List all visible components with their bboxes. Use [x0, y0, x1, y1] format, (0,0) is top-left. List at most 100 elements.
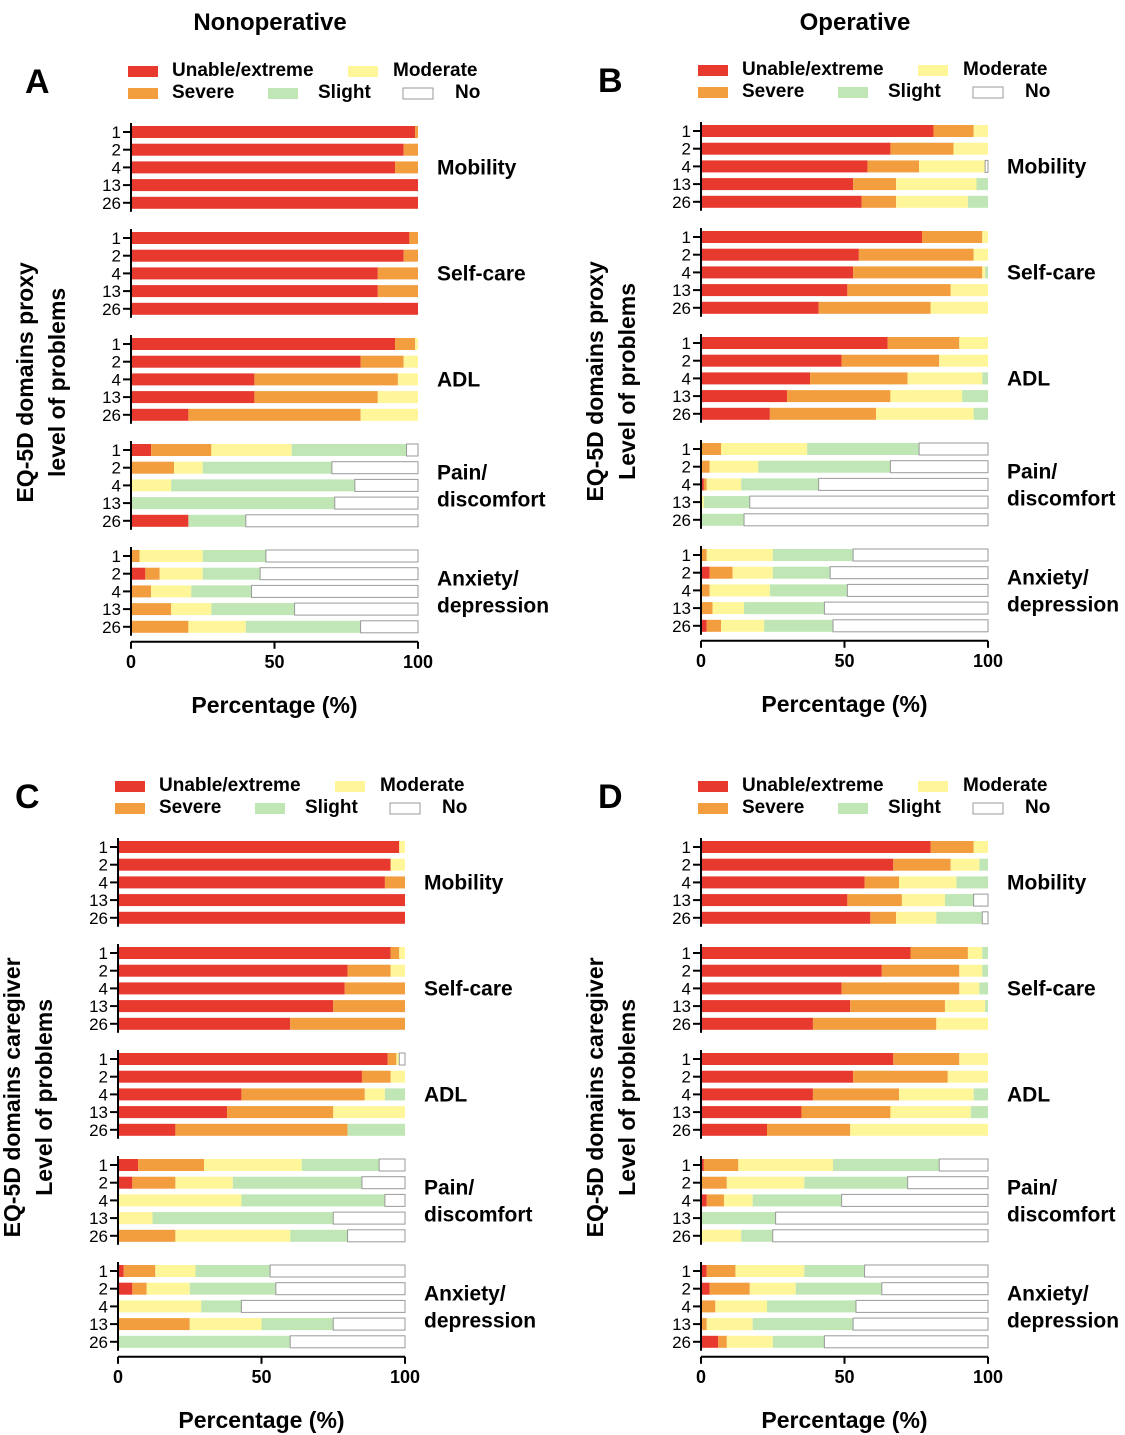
- bar-segment-slight: [804, 1265, 865, 1277]
- panel-letter: B: [598, 62, 623, 100]
- bar-segment-moderate: [706, 549, 773, 561]
- bar-segment-severe: [395, 338, 416, 350]
- y-axis-title: EQ-5D domains caregiver: [0, 957, 25, 1237]
- y-tick-label: 13: [672, 997, 691, 1016]
- legend-item-moderate: Moderate: [918, 775, 1047, 796]
- bar-segment-unable-extreme: [701, 894, 848, 907]
- bar-segment-slight: [752, 1194, 842, 1207]
- legend-swatch: [115, 781, 145, 792]
- bar-row: 4: [682, 263, 988, 282]
- bar-segment-severe: [870, 911, 897, 924]
- legend-item-unable-extreme: Unable/extreme: [698, 59, 884, 80]
- legend-item-moderate: Moderate: [348, 60, 477, 81]
- bar-segment-moderate: [159, 567, 203, 580]
- bar-row: 4: [682, 1297, 989, 1316]
- x-tick-label: 0: [113, 1367, 123, 1387]
- bar-segment-moderate: [415, 338, 418, 350]
- bar-segment-severe: [769, 407, 877, 420]
- y-tick-label: 13: [89, 1315, 108, 1334]
- bar-segment-severe: [131, 461, 175, 474]
- bar-segment-no: [347, 1229, 406, 1243]
- bar-segment-slight: [118, 1335, 291, 1348]
- bar-segment-severe: [847, 284, 951, 297]
- bar-segment-severe: [818, 301, 931, 314]
- y-tick-label: 4: [112, 476, 121, 495]
- bar-segment-unable-extreme: [118, 1106, 228, 1119]
- bar-segment-moderate: [706, 478, 742, 491]
- bar-segment-moderate: [973, 248, 988, 261]
- bar-segment-unable-extreme: [131, 143, 404, 156]
- legend-swatch: [128, 88, 158, 99]
- bar-row: 26: [102, 618, 419, 637]
- bar-row: 13: [102, 176, 418, 195]
- domain-label: Self-care: [424, 977, 513, 1000]
- legend-swatch: [698, 781, 728, 792]
- bar-row: 1: [99, 1050, 406, 1069]
- x-axis-title: Percentage (%): [761, 691, 927, 717]
- y-axis-title: Level of problems: [614, 999, 640, 1196]
- x-tick-label: 50: [264, 652, 284, 672]
- bar-row: 1: [682, 838, 988, 857]
- bar-segment-severe: [767, 1123, 851, 1136]
- y-tick-label: 4: [682, 475, 691, 494]
- bar-segment-severe: [867, 160, 920, 173]
- bar-segment-moderate: [399, 947, 405, 959]
- bar-segment-slight: [772, 1335, 825, 1348]
- bar-segment-slight: [764, 619, 834, 632]
- bar-segment-moderate: [390, 858, 405, 871]
- bar-row: 4: [112, 582, 419, 601]
- bar-segment-moderate: [139, 550, 203, 562]
- bar-row: 1: [112, 441, 419, 460]
- y-tick-label: 26: [102, 300, 121, 319]
- legend-label: Moderate: [393, 60, 477, 81]
- bar-segment-unable-extreme: [131, 391, 255, 404]
- legend-label: No: [442, 797, 467, 818]
- bar-row: 1: [682, 334, 988, 353]
- bar-row: 1: [682, 122, 988, 141]
- bar-row: 26: [89, 1015, 405, 1034]
- x-tick-label: 100: [390, 1367, 420, 1387]
- y-tick-label: 26: [672, 1333, 691, 1352]
- y-tick-label: 26: [89, 1015, 108, 1034]
- bar-segment-moderate: [973, 125, 988, 137]
- bar-segment-no: [823, 1335, 989, 1349]
- bar-segment-moderate: [959, 964, 983, 977]
- bar-segment-severe: [361, 1070, 391, 1083]
- y-tick-label: 2: [112, 565, 121, 584]
- domain-label: Anxiety/: [424, 1282, 506, 1305]
- bar-segment-severe: [131, 585, 152, 598]
- bar-segment-severe: [151, 444, 212, 456]
- bar-segment-no: [938, 1158, 989, 1172]
- bar-segment-severe: [377, 267, 418, 280]
- y-tick-label: 26: [672, 405, 691, 424]
- y-tick-label: 2: [99, 1280, 108, 1299]
- y-tick-label: 13: [672, 891, 691, 910]
- bar-segment-moderate: [896, 178, 977, 191]
- bar-row: 2: [682, 962, 988, 981]
- bar-row: 4: [682, 369, 988, 388]
- bar-segment-slight: [191, 585, 252, 598]
- legend-item-severe: Severe: [115, 797, 221, 818]
- bar-segment-slight: [188, 514, 246, 527]
- y-tick-label: 4: [682, 581, 691, 600]
- legend-label: No: [455, 82, 480, 103]
- bar-segment-slight: [752, 1318, 854, 1331]
- domain-label: Self-care: [1007, 261, 1096, 284]
- y-tick-label: 2: [682, 962, 691, 981]
- x-tick-label: 100: [403, 652, 433, 672]
- bar-row: 4: [682, 979, 988, 998]
- bar-row: 1: [112, 547, 419, 566]
- bar-row: 1: [112, 229, 418, 248]
- bar-segment-moderate: [709, 460, 759, 473]
- bar-segment-severe: [395, 161, 418, 174]
- y-tick-label: 1: [99, 1050, 108, 1069]
- x-tick-label: 100: [973, 651, 1003, 671]
- legend-swatch: [698, 803, 728, 814]
- bar-row: 1: [682, 546, 989, 565]
- bar-row: 26: [672, 1121, 988, 1140]
